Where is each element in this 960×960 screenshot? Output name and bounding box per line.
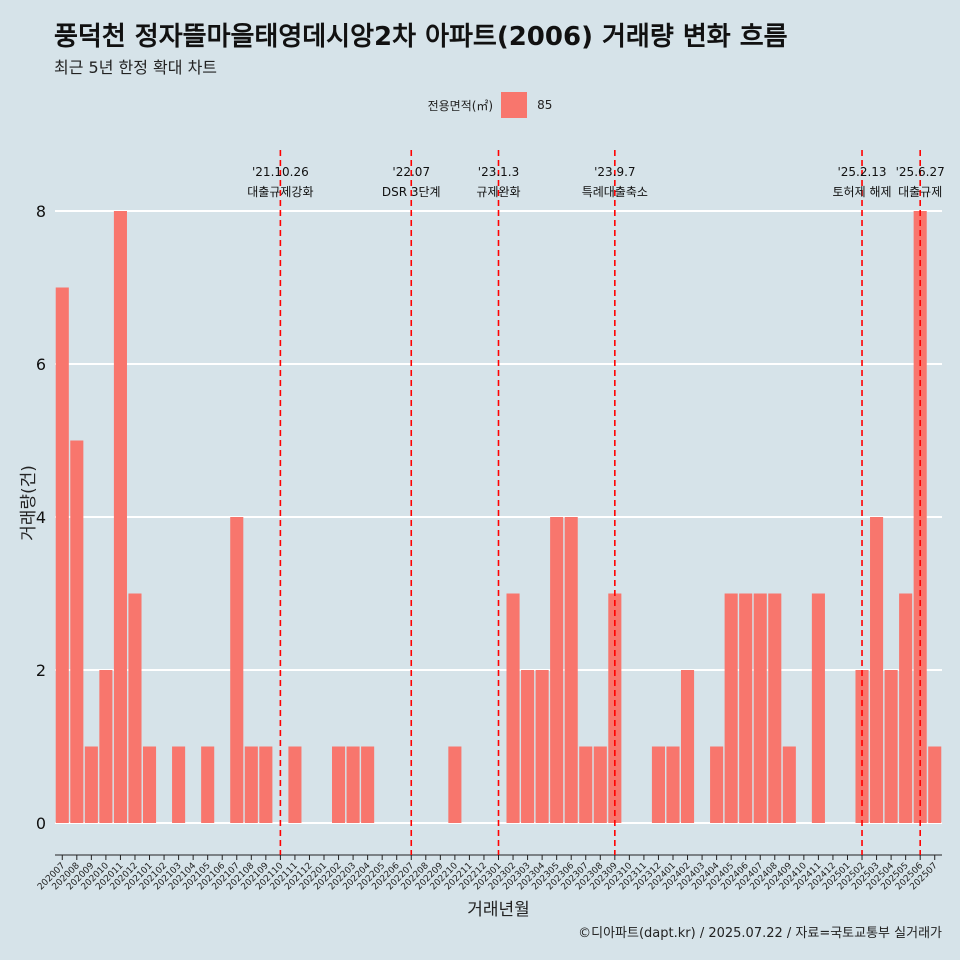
bar xyxy=(506,593,520,823)
bar xyxy=(870,517,884,823)
bar xyxy=(201,746,215,823)
y-tick-label: 4 xyxy=(36,508,46,527)
bar xyxy=(753,593,767,823)
legend: 전용면적(㎡) 85 xyxy=(0,92,960,118)
event-date-label: '23.9.7 xyxy=(594,165,635,179)
legend-entry-label: 85 xyxy=(537,98,553,112)
bar xyxy=(521,670,535,823)
y-tick-label: 0 xyxy=(36,814,46,833)
bar xyxy=(782,746,796,823)
y-tick-label: 8 xyxy=(36,202,46,221)
bar xyxy=(84,746,98,823)
bar xyxy=(288,746,302,823)
bar xyxy=(855,670,869,823)
bar xyxy=(332,746,346,823)
bar xyxy=(724,593,738,823)
bar xyxy=(651,746,665,823)
bar xyxy=(666,746,680,823)
bar xyxy=(142,746,157,823)
bar xyxy=(113,211,127,823)
event-name-label: 특례대출축소 xyxy=(582,185,648,199)
bar xyxy=(899,593,913,823)
event-name-label: 규제완화 xyxy=(476,185,520,199)
x-axis-title: 거래년월 xyxy=(467,900,530,920)
bar xyxy=(739,593,753,823)
bar xyxy=(768,593,782,823)
y-tick-label: 6 xyxy=(36,355,46,374)
event-name-label: 대출규제 xyxy=(898,185,942,199)
bar xyxy=(928,746,942,823)
bar xyxy=(564,517,578,823)
event-date-label: '25.2.13 xyxy=(837,165,886,179)
bar xyxy=(579,746,593,823)
bar xyxy=(608,593,622,823)
bar xyxy=(811,593,825,823)
bar xyxy=(230,517,244,823)
bar xyxy=(361,746,375,823)
source-caption: ©디아파트(dapt.kr) / 2025.07.22 / 자료=국토교통부 실… xyxy=(578,926,942,941)
y-axis-title: 거래량(건) xyxy=(19,465,39,541)
bar xyxy=(70,440,84,823)
legend-title: 전용면적(㎡) xyxy=(427,98,494,113)
event-date-label: '21.10.26 xyxy=(252,165,309,179)
event-date-label: '25.6.27 xyxy=(896,165,945,179)
chart-subtitle: 최근 5년 한정 확대 차트 xyxy=(54,58,218,77)
legend-key-swatch xyxy=(501,92,528,118)
bar xyxy=(913,211,927,823)
bar xyxy=(884,670,898,823)
bar xyxy=(593,746,607,823)
event-date-label: '23.1.3 xyxy=(478,165,519,179)
bar xyxy=(172,746,186,823)
bar xyxy=(55,287,69,823)
bar xyxy=(710,746,724,823)
bar xyxy=(680,670,695,823)
event-name-label: DSR 3단계 xyxy=(382,185,441,199)
event-date-label: '22.07 xyxy=(392,165,430,179)
bar xyxy=(128,593,142,823)
event-name-label: 토허제 해제 xyxy=(833,185,892,199)
bar xyxy=(550,517,564,823)
chart-title: 풍덕천 정자뜰마을태영데시앙2차 아파트(2006) 거래량 변화 흐름 xyxy=(54,22,788,52)
bar xyxy=(244,746,258,823)
y-tick-label: 2 xyxy=(36,661,46,680)
bar xyxy=(448,746,462,823)
event-name-label: 대출규제강화 xyxy=(247,185,313,199)
bar xyxy=(99,670,113,823)
bar xyxy=(535,670,549,823)
bar xyxy=(259,746,273,823)
bar xyxy=(346,746,360,823)
